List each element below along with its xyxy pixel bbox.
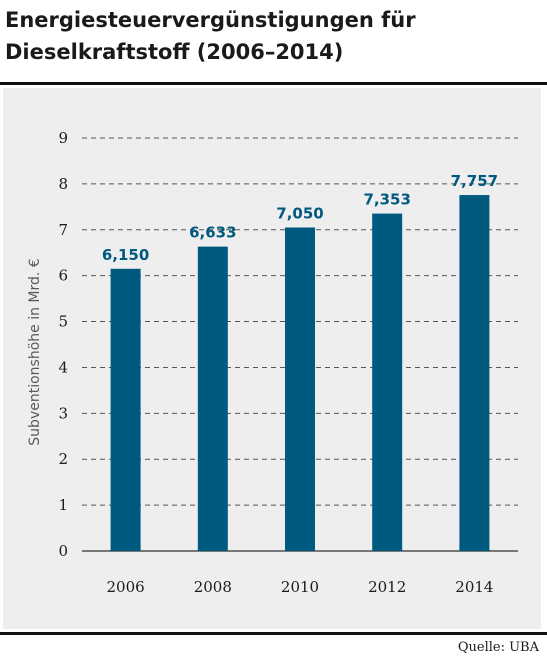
x-tick-label: 2006 — [107, 578, 145, 596]
y-tick-label: 1 — [58, 496, 68, 514]
y-tick-label: 3 — [58, 404, 68, 422]
x-tick-label: 2010 — [281, 578, 319, 596]
bar — [459, 195, 490, 551]
x-tick-label: 2014 — [455, 578, 493, 596]
data-label: 7,353 — [363, 191, 410, 209]
data-label: 7,050 — [276, 204, 323, 222]
x-tick-label: 2008 — [194, 578, 232, 596]
data-label: 7,757 — [451, 172, 498, 190]
bar — [110, 268, 141, 551]
y-tick-label: 7 — [58, 221, 68, 239]
y-tick-label: 5 — [58, 313, 68, 331]
chart-title: Energiesteuervergünstigungen für Dieselk… — [5, 8, 416, 64]
y-tick-label: 8 — [58, 175, 68, 193]
y-tick-label: 6 — [58, 267, 68, 285]
bar — [372, 213, 403, 552]
data-label: 6,150 — [102, 246, 149, 264]
x-tick-label: 2012 — [368, 578, 406, 596]
y-tick-label: 0 — [58, 542, 68, 560]
bar — [285, 227, 315, 551]
data-label: 6,633 — [189, 224, 236, 242]
y-axis-label: Subventionshöhe in Mrd. € — [27, 258, 43, 445]
bottom-rule — [0, 632, 547, 635]
y-tick-label: 4 — [58, 358, 68, 376]
y-tick-label: 9 — [58, 129, 68, 147]
y-tick-label: 2 — [58, 450, 68, 468]
chart-panel — [3, 88, 541, 629]
bar — [197, 246, 228, 551]
top-rule — [0, 82, 547, 85]
source-note: Quelle: UBA — [457, 640, 539, 655]
